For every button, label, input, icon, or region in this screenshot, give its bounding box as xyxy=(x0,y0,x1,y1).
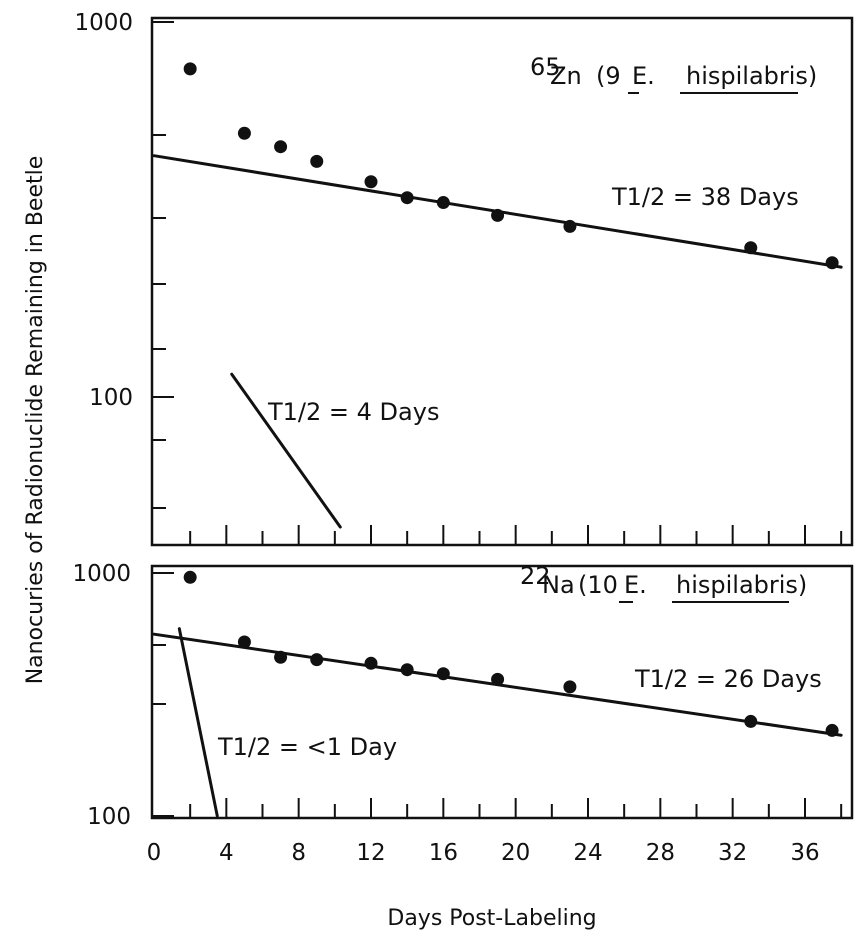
y-tick-label: 1000 xyxy=(74,10,133,36)
data-point xyxy=(183,62,197,76)
species-name: hispilabris) xyxy=(686,62,817,90)
data-point xyxy=(237,126,251,140)
data-point xyxy=(436,667,450,681)
x-tick-label: 24 xyxy=(573,840,602,866)
fit-label: T1/2 = <1 Day xyxy=(217,733,397,761)
x-tick-label: 8 xyxy=(291,840,306,866)
data-point xyxy=(491,208,505,222)
species-genus: E. xyxy=(632,62,655,90)
x-tick-label: 4 xyxy=(219,840,234,866)
y-tick-label: 1000 xyxy=(72,561,131,587)
data-point xyxy=(400,663,414,677)
data-point xyxy=(237,635,251,649)
x-tick-label: 0 xyxy=(147,840,162,866)
data-point xyxy=(310,653,324,667)
x-tick-label: 28 xyxy=(646,840,675,866)
data-point xyxy=(825,256,839,270)
data-point xyxy=(744,241,758,255)
x-tick-label: 36 xyxy=(790,840,819,866)
fit-label: T1/2 = 38 Days xyxy=(611,183,799,211)
x-axis: 0 4 8 12 16 20 24 28 32 36 xyxy=(147,840,820,866)
data-point xyxy=(825,723,839,737)
isotope-mass-number: 65 xyxy=(530,53,561,81)
isotope-element: Zn xyxy=(550,62,582,90)
plot-frame xyxy=(150,16,854,547)
isotope-mass-number: 22 xyxy=(520,562,551,590)
data-point xyxy=(364,175,378,189)
fit-line xyxy=(230,372,342,529)
data-point xyxy=(563,680,577,694)
x-tick-label: 32 xyxy=(718,840,747,866)
specimen-count: (9 xyxy=(596,62,621,90)
data-point xyxy=(436,196,450,210)
data-point xyxy=(563,219,577,233)
x-tick-label: 16 xyxy=(429,840,458,866)
y-tick-label: 100 xyxy=(87,804,131,830)
data-point xyxy=(744,714,758,728)
x-axis-title: Days Post-Labeling xyxy=(387,906,596,931)
x-tick-label: 20 xyxy=(501,840,530,866)
data-point xyxy=(400,191,414,205)
plot-frame xyxy=(150,564,854,820)
specimen-count: (10 xyxy=(578,571,618,599)
species-name: hispilabris) xyxy=(676,571,807,599)
y-tick-label: 100 xyxy=(89,385,133,411)
data-point xyxy=(491,672,505,686)
species-genus: E. xyxy=(624,571,647,599)
data-point xyxy=(274,140,288,154)
data-point xyxy=(310,154,324,168)
fit-label: T1/2 = 4 Days xyxy=(267,398,439,426)
data-point xyxy=(364,656,378,670)
x-tick-label: 12 xyxy=(356,840,385,866)
fit-line xyxy=(177,627,219,818)
fit-label: T1/2 = 26 Days xyxy=(634,665,822,693)
y-axis-title: Nanocuries of Radionuclide Remaining in … xyxy=(23,156,48,685)
data-point xyxy=(183,570,197,584)
isotope-element: Na xyxy=(542,571,575,599)
data-point xyxy=(274,650,288,664)
